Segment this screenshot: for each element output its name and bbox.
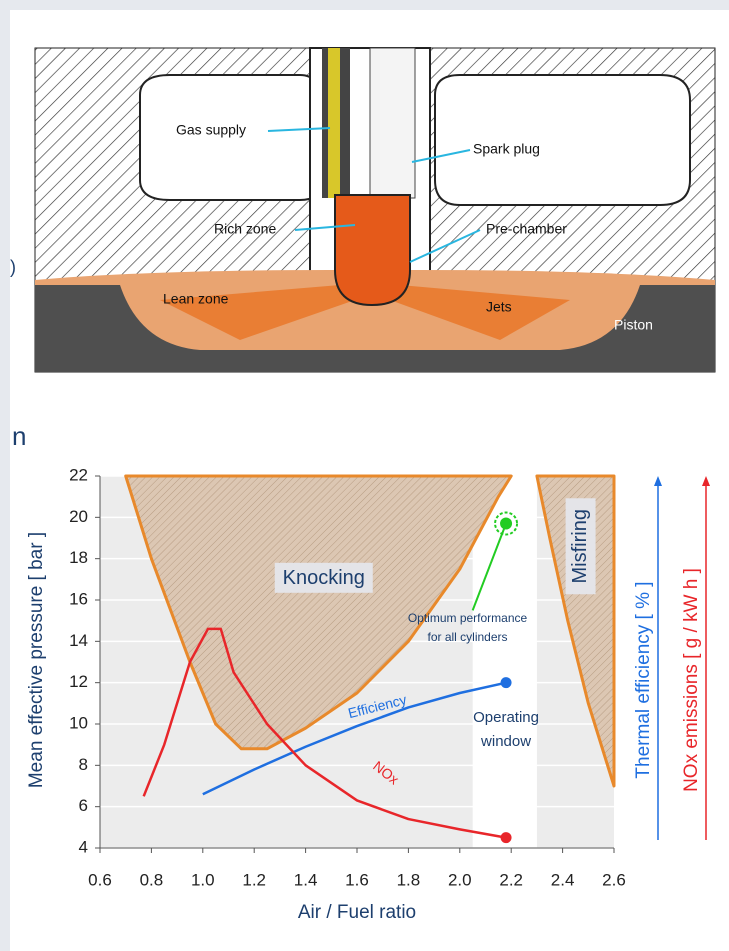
y-axis-title: Mean effective pressure [ bar ] <box>26 532 47 788</box>
diagram-label: Spark plug <box>473 141 540 157</box>
y-tick-label: 12 <box>69 672 88 691</box>
region-label: Misfiring <box>569 509 591 583</box>
x-tick-label: 2.0 <box>448 870 472 889</box>
y-tick-label: 22 <box>69 465 88 484</box>
x-tick-label: 2.6 <box>602 870 626 889</box>
slide-canvas: Gas supply Spark plug Rich zone Pre-cham… <box>0 0 729 951</box>
chart: 4 6 8 10 12 14 16 18 20 22 0.6 0.8 1.0 1.2 1.4 1.6 1.8 2.… <box>26 465 710 923</box>
operating-window <box>473 476 537 848</box>
window-label: Operating <box>473 709 539 726</box>
x-tick-label: 1.8 <box>397 870 421 889</box>
diagram-label: Pre-chamber <box>486 221 567 237</box>
y-tick-label: 10 <box>69 713 88 732</box>
y-tick-label: 16 <box>69 589 88 608</box>
y-tick-label: 4 <box>79 837 88 856</box>
slide: Gas supply Spark plug Rich zone Pre-cham… <box>0 0 729 951</box>
x-tick-label: 0.6 <box>88 870 112 889</box>
diagram-label: Rich zone <box>214 221 276 237</box>
y-tick-label: 20 <box>69 507 88 526</box>
end-point <box>501 832 512 843</box>
optimum-label: Optimum performance <box>408 611 528 625</box>
diagram-label: Piston <box>614 317 653 333</box>
optimum-label: for all cylinders <box>427 630 507 644</box>
x-tick-label: 0.8 <box>140 870 164 889</box>
x-tick-label: 1.2 <box>242 870 266 889</box>
diagram-label: Lean zone <box>163 291 229 307</box>
y-tick-label: 8 <box>79 755 88 774</box>
x-tick-label: 1.0 <box>191 870 215 889</box>
end-point <box>501 677 512 688</box>
y-tick-label: 18 <box>69 548 88 567</box>
window-label: window <box>480 733 531 750</box>
x-tick-label: 2.2 <box>499 870 523 889</box>
region-label: Knocking <box>283 567 365 589</box>
heading-fragment: n <box>12 421 26 451</box>
x-axis-title: Air / Fuel ratio <box>298 902 416 923</box>
arrow-head <box>654 476 662 486</box>
frame <box>0 0 729 10</box>
y-tick-label: 6 <box>79 796 88 815</box>
y2-axis-title: NOx emissions [ g / kW h ] <box>681 568 702 792</box>
y-tick-label: 14 <box>69 631 88 650</box>
engine-diagram: Gas supply Spark plug Rich zone Pre-cham… <box>35 48 715 372</box>
frame <box>0 0 10 951</box>
x-tick-label: 2.4 <box>551 870 575 889</box>
arrow-head <box>702 476 710 486</box>
cut-text: ) <box>10 257 16 277</box>
x-tick-label: 1.4 <box>294 870 318 889</box>
y2-axis-title: Thermal efficiency [ % ] <box>633 581 654 778</box>
x-tick-label: 1.6 <box>345 870 369 889</box>
diagram-label: Jets <box>486 299 512 315</box>
diagram-label: Gas supply <box>176 122 246 138</box>
